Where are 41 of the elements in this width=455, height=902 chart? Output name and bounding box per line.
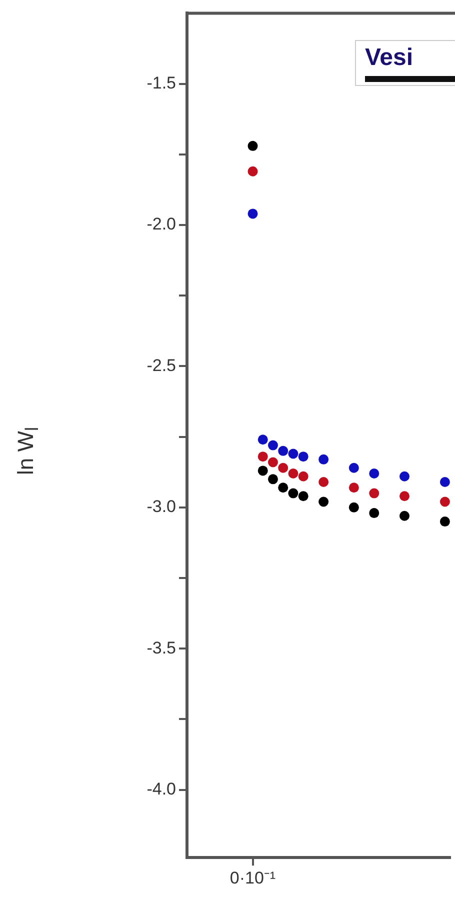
point [278,482,288,493]
point [268,457,278,468]
point [298,471,308,482]
point [268,440,278,450]
point [399,491,410,502]
x-tick-label: 0·10⁻¹ [230,868,276,888]
point [348,482,359,493]
point [258,452,268,462]
y-tick-label: -4.0 [146,780,176,799]
point [348,462,359,473]
point [248,208,258,219]
point [399,471,410,482]
point [318,477,329,487]
point [248,166,258,176]
point [399,510,410,521]
point [278,462,288,473]
point [440,496,450,507]
y-tick-label: -3.0 [146,497,176,516]
point [318,454,329,464]
point [298,452,308,462]
point [348,502,359,512]
point [440,516,450,527]
y-tick-label: -1.5 [146,73,176,92]
point [369,488,380,498]
point [369,508,380,518]
point [278,446,288,456]
y-tick-label: -2.5 [146,356,176,375]
y-tick-label: -3.5 [146,638,176,658]
point [298,491,308,502]
y-tick-label: -2.0 [146,214,176,234]
legend-title: Vesi [365,44,414,72]
point [288,448,298,459]
point [288,468,298,479]
point [248,140,258,151]
point [258,434,268,445]
point [318,496,329,507]
point [369,468,380,479]
point [288,488,298,498]
point [268,474,278,484]
point [258,466,268,476]
point [440,477,450,487]
